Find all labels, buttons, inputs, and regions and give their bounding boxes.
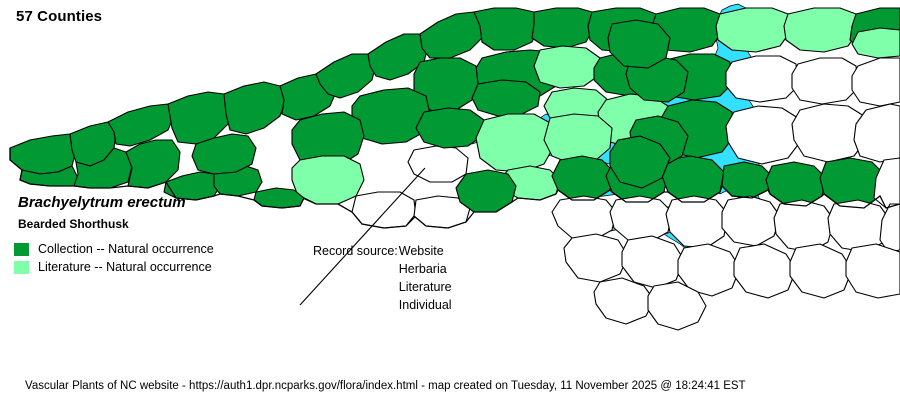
county-nash[interactable] [874, 158, 900, 208]
record-source-leader-line [299, 167, 426, 306]
footer-attribution: Vascular Plants of NC website - https://… [25, 380, 746, 392]
legend-item-collection: Collection -- Natural occurrence [14, 241, 214, 257]
legend-swatch-collection [14, 242, 29, 256]
county-vance[interactable] [852, 28, 900, 58]
record-source-item-website: Website [398, 244, 444, 258]
legend-label-literature: Literature -- Natural occurrence [38, 259, 212, 274]
county-bertie[interactable] [610, 136, 670, 188]
legend-swatch-literature [14, 260, 29, 274]
county-alleghany[interactable] [532, 8, 594, 48]
county-alexander[interactable] [472, 80, 540, 116]
county-chatham[interactable] [726, 106, 800, 164]
legend-item-literature: Literature -- Natural occurrence [14, 259, 214, 275]
county-new-hanover[interactable] [648, 282, 706, 330]
county-iredell[interactable] [476, 114, 554, 172]
county-rockingham[interactable] [716, 8, 790, 52]
record-source-item-individual: Individual [398, 298, 452, 312]
county-durham[interactable] [852, 58, 900, 106]
county-wilson[interactable] [552, 196, 616, 240]
record-source-block: Record source: Website Herbaria Literatu… [313, 242, 452, 314]
record-source-list: Website Herbaria Literature Individual [399, 242, 452, 314]
record-source-item-herbaria: Herbaria [398, 262, 447, 276]
county-pender[interactable] [734, 244, 796, 298]
county-orange[interactable] [792, 58, 858, 104]
county-transylvania[interactable] [164, 172, 220, 200]
legend-label-collection: Collection -- Natural occurrence [38, 241, 214, 256]
record-source-label: Record source: [313, 244, 398, 258]
county-macon[interactable] [74, 148, 132, 188]
county-cumberland[interactable] [722, 196, 780, 246]
record-source-item-literature: Literature [398, 280, 452, 294]
county-jackson[interactable] [126, 140, 180, 188]
county-count-title: 57 Counties [16, 8, 103, 25]
county-catawba[interactable] [416, 108, 484, 148]
county-columbus[interactable] [678, 244, 740, 296]
nc-state-border [9, 148, 900, 229]
county-wake[interactable] [792, 104, 866, 162]
county-madison[interactable] [224, 82, 286, 134]
county-caldwell[interactable] [414, 58, 478, 112]
county-northampton[interactable] [608, 20, 670, 68]
county-bladen[interactable] [622, 236, 684, 288]
county-layer[interactable] [10, 8, 900, 330]
county-wayne[interactable] [610, 196, 672, 242]
county-rowan[interactable] [544, 114, 612, 164]
county-brunswick[interactable] [594, 278, 654, 324]
county-carteret[interactable] [846, 244, 900, 298]
county-onslow[interactable] [790, 244, 852, 298]
species-scientific-name: Brachyelytrum erectum [18, 194, 186, 211]
county-swain[interactable] [108, 104, 174, 146]
map-legend: Collection -- Natural occurrence Literat… [14, 241, 214, 277]
county-franklin[interactable] [854, 104, 900, 162]
state-outline-layer [9, 148, 900, 229]
county-rutherford[interactable] [292, 156, 364, 204]
county-watauga[interactable] [420, 12, 486, 58]
county-mitchell[interactable] [316, 54, 376, 98]
county-robeson[interactable] [564, 234, 628, 282]
county-sampson[interactable] [666, 196, 728, 248]
county-alamance[interactable] [726, 56, 798, 102]
county-yadkin[interactable] [534, 46, 600, 88]
county-buncombe[interactable] [192, 134, 256, 174]
species-info-block: Brachyelytrum erectum Bearded Shorthusk [18, 194, 318, 232]
county-ashe[interactable] [474, 8, 540, 50]
county-caswell[interactable] [784, 8, 858, 52]
species-common-name: Bearded Shorthusk [18, 217, 129, 231]
county-duplin[interactable] [774, 200, 834, 252]
